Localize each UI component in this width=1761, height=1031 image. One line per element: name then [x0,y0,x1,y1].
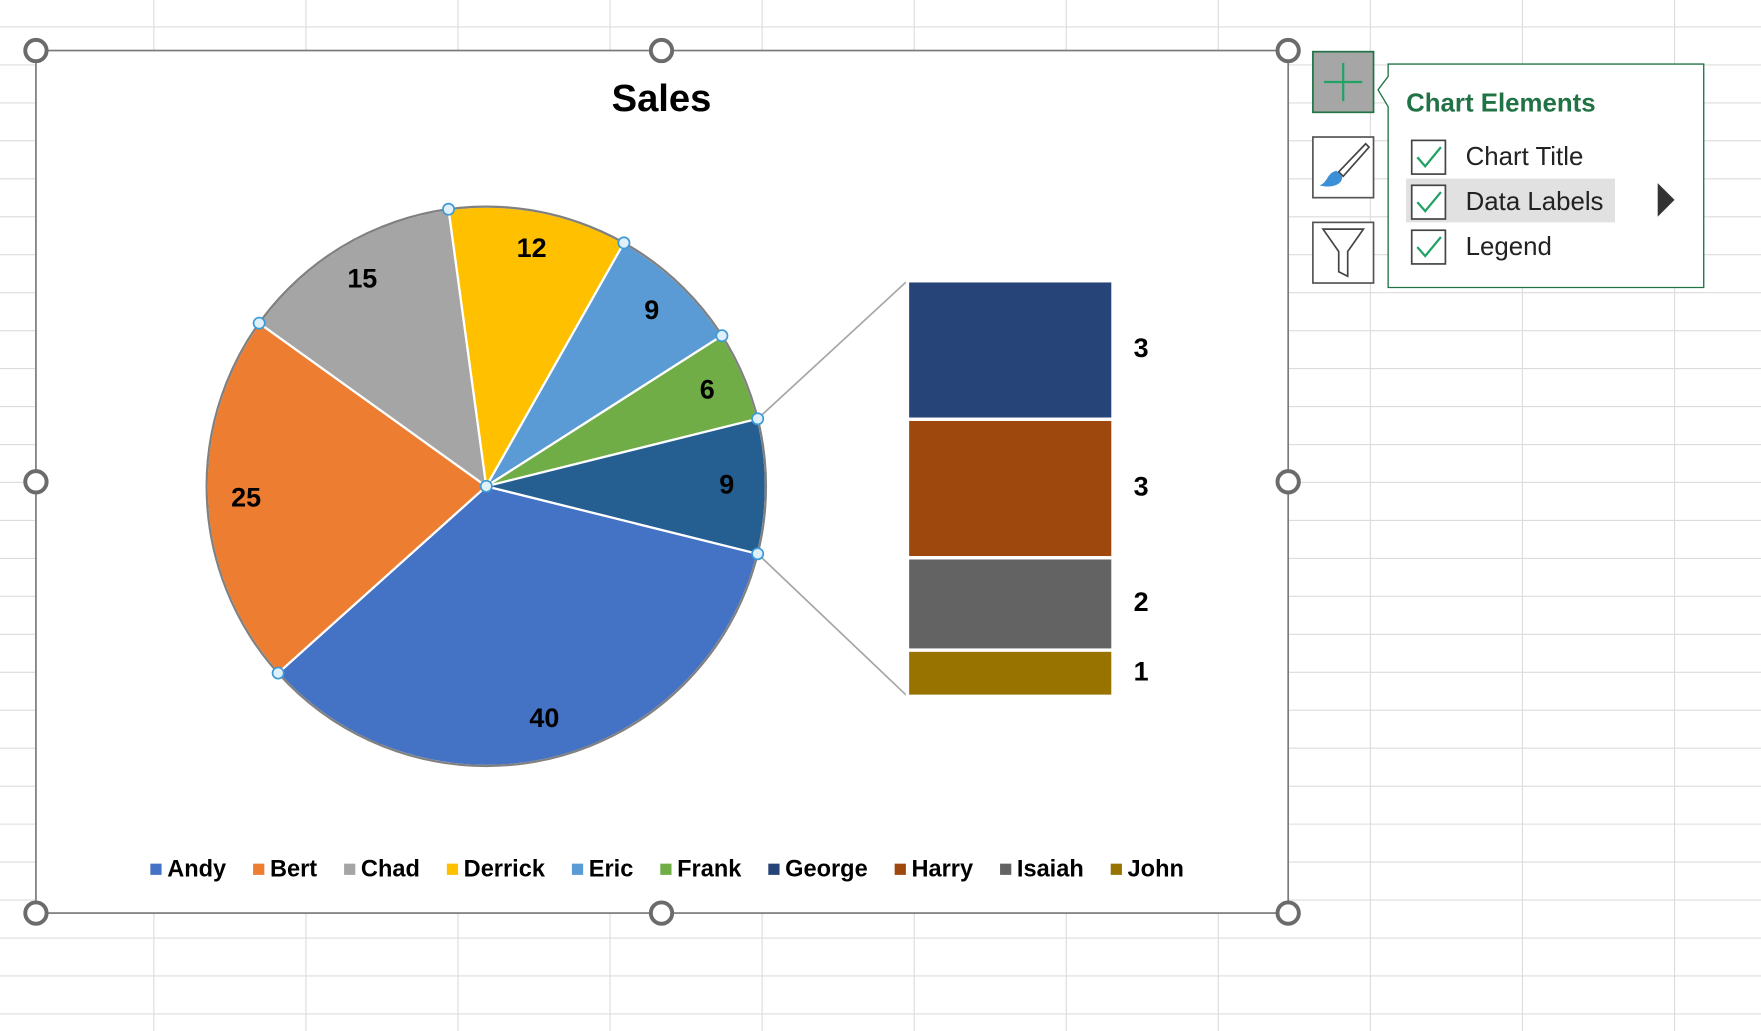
panel-items: Chart Title Data Labels Legend [1410,139,1604,265]
checkbox-label[interactable]: Chart Title [1466,143,1584,171]
selection-handle [751,547,765,561]
data-label: 12 [517,233,547,263]
data-label: 40 [529,703,559,733]
bar-segment [905,556,1115,652]
legend-item[interactable]: Isaiah [1000,856,1084,882]
resize-handle[interactable] [23,900,49,926]
legend-item[interactable]: George [768,856,868,882]
legend-item[interactable]: Bert [253,856,317,882]
legend-item[interactable]: Harry [894,856,973,882]
legend-label: Andy [167,856,226,882]
resize-handle[interactable] [1275,37,1301,64]
plot-area: 40 25 15 12 9 6 9 3 3 2 1 Andy Bert Chad Derrick Eric Fr… [150,202,1184,882]
bar-segment [905,417,1115,560]
legend-label: Isaiah [1017,856,1084,882]
checkmark [1416,236,1442,258]
checkbox[interactable] [1410,139,1447,175]
legend-label: John [1128,856,1184,882]
legend-label: Eric [589,856,634,882]
data-label: 25 [231,482,261,512]
selection-handle [479,479,493,493]
selection-handle [442,202,456,216]
legend-item[interactable]: Eric [571,856,634,882]
bar-segment [905,648,1115,699]
checkbox-label[interactable]: Data Labels [1466,188,1604,216]
legend-label: George [785,856,868,882]
data-label: 1 [1134,656,1149,686]
legend-item[interactable]: John [1110,856,1184,882]
brush-tip [1319,170,1343,187]
data-label: 15 [347,263,377,293]
legend-swatch [344,863,356,875]
resize-handle[interactable] [1275,469,1301,495]
chart-handles [23,37,1301,926]
legend-label: Frank [677,856,742,882]
resize-handle[interactable] [648,900,675,926]
legend-item[interactable]: Chad [344,856,420,882]
legend-swatch [571,863,584,875]
resize-handle[interactable] [648,37,675,64]
legend: Andy Bert Chad Derrick Eric Frank George Harry I… [150,856,1184,882]
legend-swatch [1000,863,1012,875]
brush-icon [1337,142,1371,178]
selection-handle [617,236,631,250]
chart-elements-panel [1377,63,1705,289]
legend-item[interactable]: Derrick [446,856,546,882]
legend-swatch [1110,863,1122,875]
legend-swatch [894,863,906,875]
data-label: 6 [700,374,715,404]
resize-handle[interactable] [23,37,49,64]
legend-label: Derrick [464,856,546,882]
chart-title: Sales [612,77,712,120]
filter-icon [1321,228,1366,278]
checkmark [1416,191,1442,213]
checkbox[interactable] [1410,229,1447,265]
data-label: 3 [1134,472,1149,502]
checkbox[interactable] [1410,184,1447,220]
resize-handle[interactable] [1275,900,1301,926]
selection-handle [271,666,285,680]
pie-outline [205,205,768,768]
bar-segment [905,279,1115,421]
legend-label: Harry [911,856,973,882]
checkbox-label[interactable]: Legend [1466,233,1552,261]
plus-icon [1324,62,1363,102]
legend-label: Bert [270,856,317,882]
panel-title: Chart Elements [1406,89,1595,117]
submenu-arrow[interactable] [1657,183,1675,217]
legend-item[interactable]: Frank [660,856,742,882]
data-label: 2 [1134,587,1149,617]
selection-handle [715,329,729,343]
checkmark [1416,146,1442,168]
selection-handle [751,412,765,426]
data-label: 9 [644,295,659,325]
legend-label: Chad [361,856,420,882]
legend-item[interactable]: Andy [150,856,226,882]
connector-line [757,553,909,697]
connector-line [757,280,909,420]
legend-swatch [768,863,780,875]
data-label: 9 [719,469,734,499]
selection-handle [252,316,266,330]
legend-swatch [253,863,265,875]
resize-handle[interactable] [23,469,49,495]
legend-swatch [150,863,162,875]
legend-swatch [446,863,459,875]
legend-swatch [660,863,672,875]
data-label: 3 [1134,333,1149,363]
